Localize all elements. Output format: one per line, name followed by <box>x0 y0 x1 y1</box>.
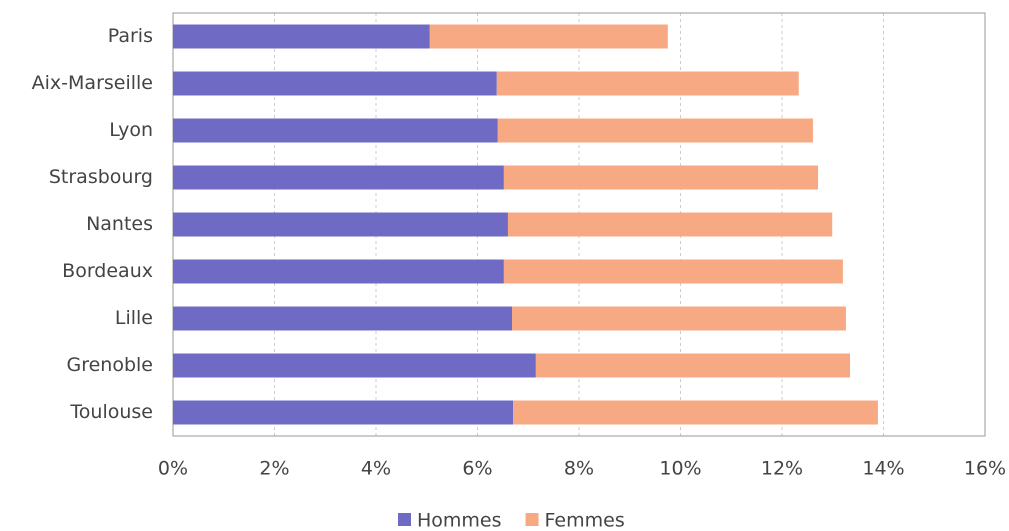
bar <box>507 212 833 237</box>
y-tick-label: Lyon <box>109 119 153 141</box>
x-tick-label: 2% <box>259 458 289 480</box>
bar <box>173 400 514 425</box>
bar <box>429 24 668 49</box>
y-tick-label: Paris <box>108 25 153 47</box>
bar <box>497 118 813 143</box>
y-tick-label: Strasbourg <box>49 166 153 188</box>
x-tick-label: 14% <box>862 458 904 480</box>
x-tick-label: 8% <box>564 458 594 480</box>
bar <box>173 165 504 190</box>
bar <box>503 259 843 284</box>
bar <box>173 259 504 284</box>
bar <box>535 353 851 378</box>
x-tick-label: 6% <box>462 458 492 480</box>
bar <box>173 353 536 378</box>
legend-swatch <box>398 513 411 526</box>
x-tick-label: 10% <box>659 458 701 480</box>
bar <box>496 71 799 96</box>
bar <box>173 306 513 331</box>
x-tick-label: 4% <box>361 458 391 480</box>
y-tick-label: Aix-Marseille <box>32 72 153 94</box>
bar <box>173 212 508 237</box>
y-tick-label: Lille <box>115 307 153 329</box>
legend-swatch <box>525 513 539 526</box>
x-tick-label: 0% <box>158 458 188 480</box>
bar <box>503 165 819 190</box>
bar <box>513 400 878 425</box>
bar <box>173 118 498 143</box>
y-tick-label: Grenoble <box>66 354 153 376</box>
legend-label: Hommes <box>417 510 502 531</box>
x-tick-label: 12% <box>761 458 803 480</box>
x-tick-label: 16% <box>964 458 1006 480</box>
bar <box>173 71 497 96</box>
y-tick-label: Toulouse <box>69 401 153 423</box>
legend-label: Femmes <box>545 510 625 531</box>
bar <box>173 24 430 49</box>
y-tick-label: Bordeaux <box>62 260 153 282</box>
y-tick-label: Nantes <box>86 213 153 235</box>
bar <box>512 306 846 331</box>
